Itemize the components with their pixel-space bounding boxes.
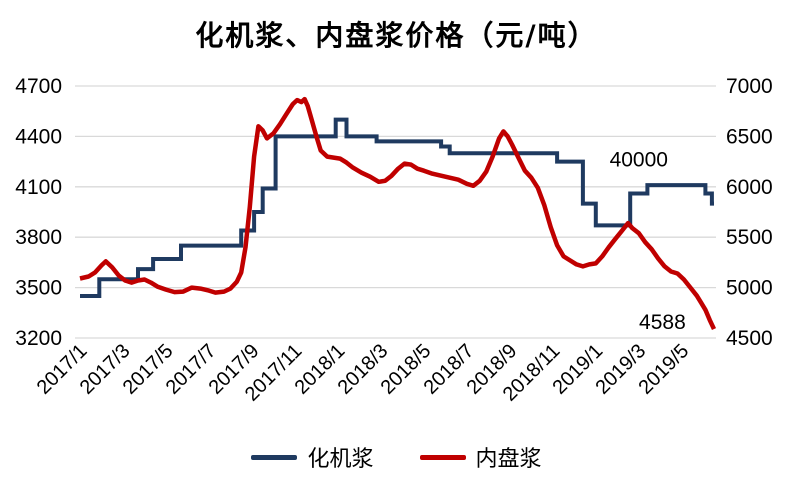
legend-item-neipanjiang: 内盘浆 bbox=[419, 441, 542, 473]
legend-label: 内盘浆 bbox=[475, 447, 542, 472]
legend-item-huajijiang: 化机浆 bbox=[251, 441, 374, 473]
right-axis-tick-4500: 4500 bbox=[726, 327, 773, 350]
left-axis-tick-3500: 3500 bbox=[15, 277, 62, 300]
neipanjiang-line-swatch bbox=[419, 454, 466, 460]
right-axis-tick-5500: 5500 bbox=[726, 226, 773, 249]
chart-legend: 化机浆 内盘浆 bbox=[0, 441, 793, 473]
left-axis-tick-4100: 4100 bbox=[15, 176, 62, 199]
right-axis-tick-6500: 6500 bbox=[726, 125, 773, 148]
left-axis-tick-3800: 3800 bbox=[15, 226, 62, 249]
legend-label: 化机浆 bbox=[307, 447, 374, 472]
series-line-化机浆 bbox=[80, 117, 714, 298]
chart-title: 化机浆、内盘浆价格（元/吨） bbox=[195, 19, 598, 52]
huajijiang-line-swatch bbox=[251, 454, 298, 460]
right-axis-tick-5000: 5000 bbox=[726, 277, 773, 300]
right-axis-tick-7000: 7000 bbox=[726, 75, 773, 98]
left-axis-tick-4700: 4700 bbox=[15, 75, 62, 98]
annotation-40000: 40000 bbox=[610, 149, 668, 172]
left-axis-tick-3200: 3200 bbox=[15, 327, 62, 350]
left-axis-tick-4400: 4400 bbox=[15, 125, 62, 148]
right-axis-tick-6000: 6000 bbox=[726, 176, 773, 199]
series-line-内盘浆 bbox=[79, 96, 717, 331]
annotation-4588: 4588 bbox=[639, 311, 686, 334]
